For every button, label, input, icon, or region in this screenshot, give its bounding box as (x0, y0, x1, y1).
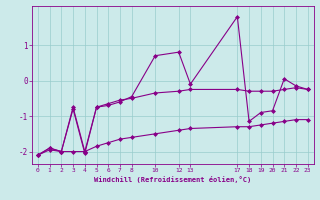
X-axis label: Windchill (Refroidissement éolien,°C): Windchill (Refroidissement éolien,°C) (94, 176, 252, 183)
